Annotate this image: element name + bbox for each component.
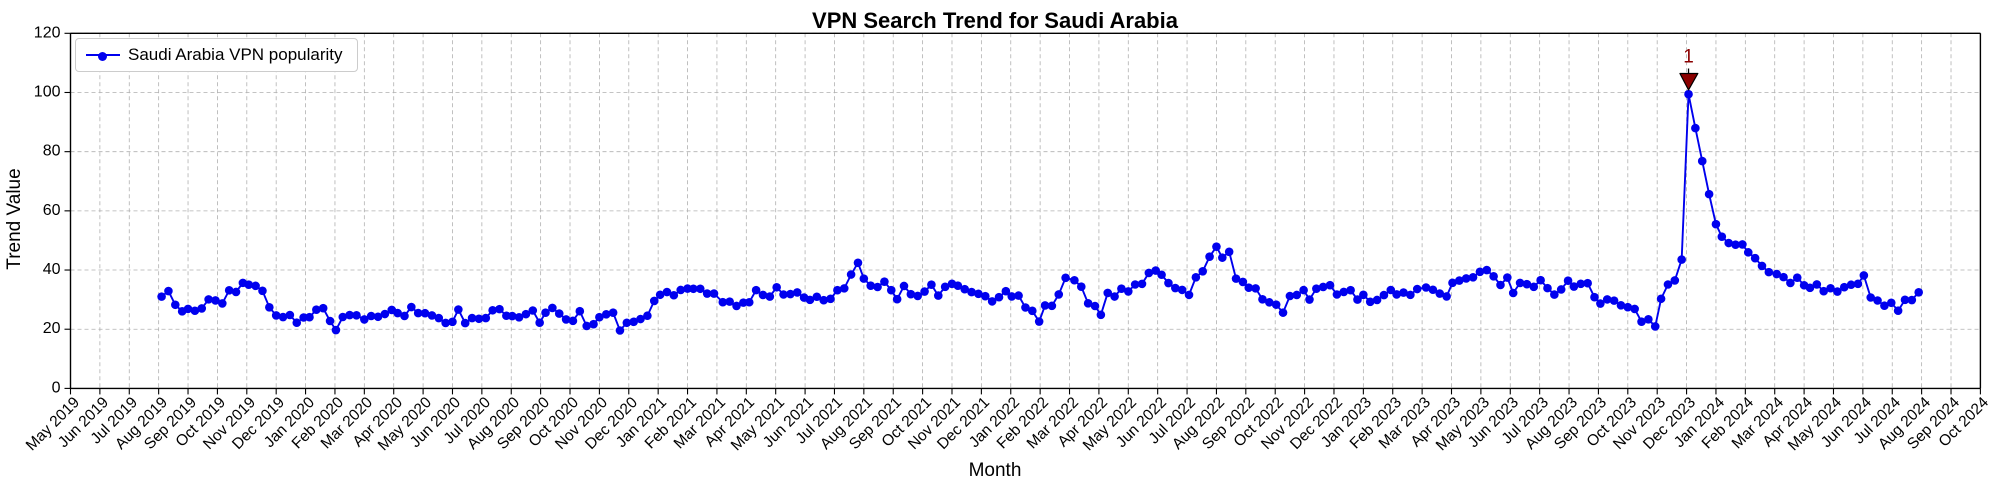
svg-text:80: 80 — [43, 143, 61, 160]
svg-text:0: 0 — [52, 379, 61, 396]
svg-text:1: 1 — [1683, 47, 1694, 68]
svg-text:100: 100 — [34, 83, 61, 100]
svg-text:20: 20 — [43, 320, 61, 337]
svg-text:60: 60 — [43, 202, 61, 219]
svg-text:40: 40 — [43, 261, 61, 278]
